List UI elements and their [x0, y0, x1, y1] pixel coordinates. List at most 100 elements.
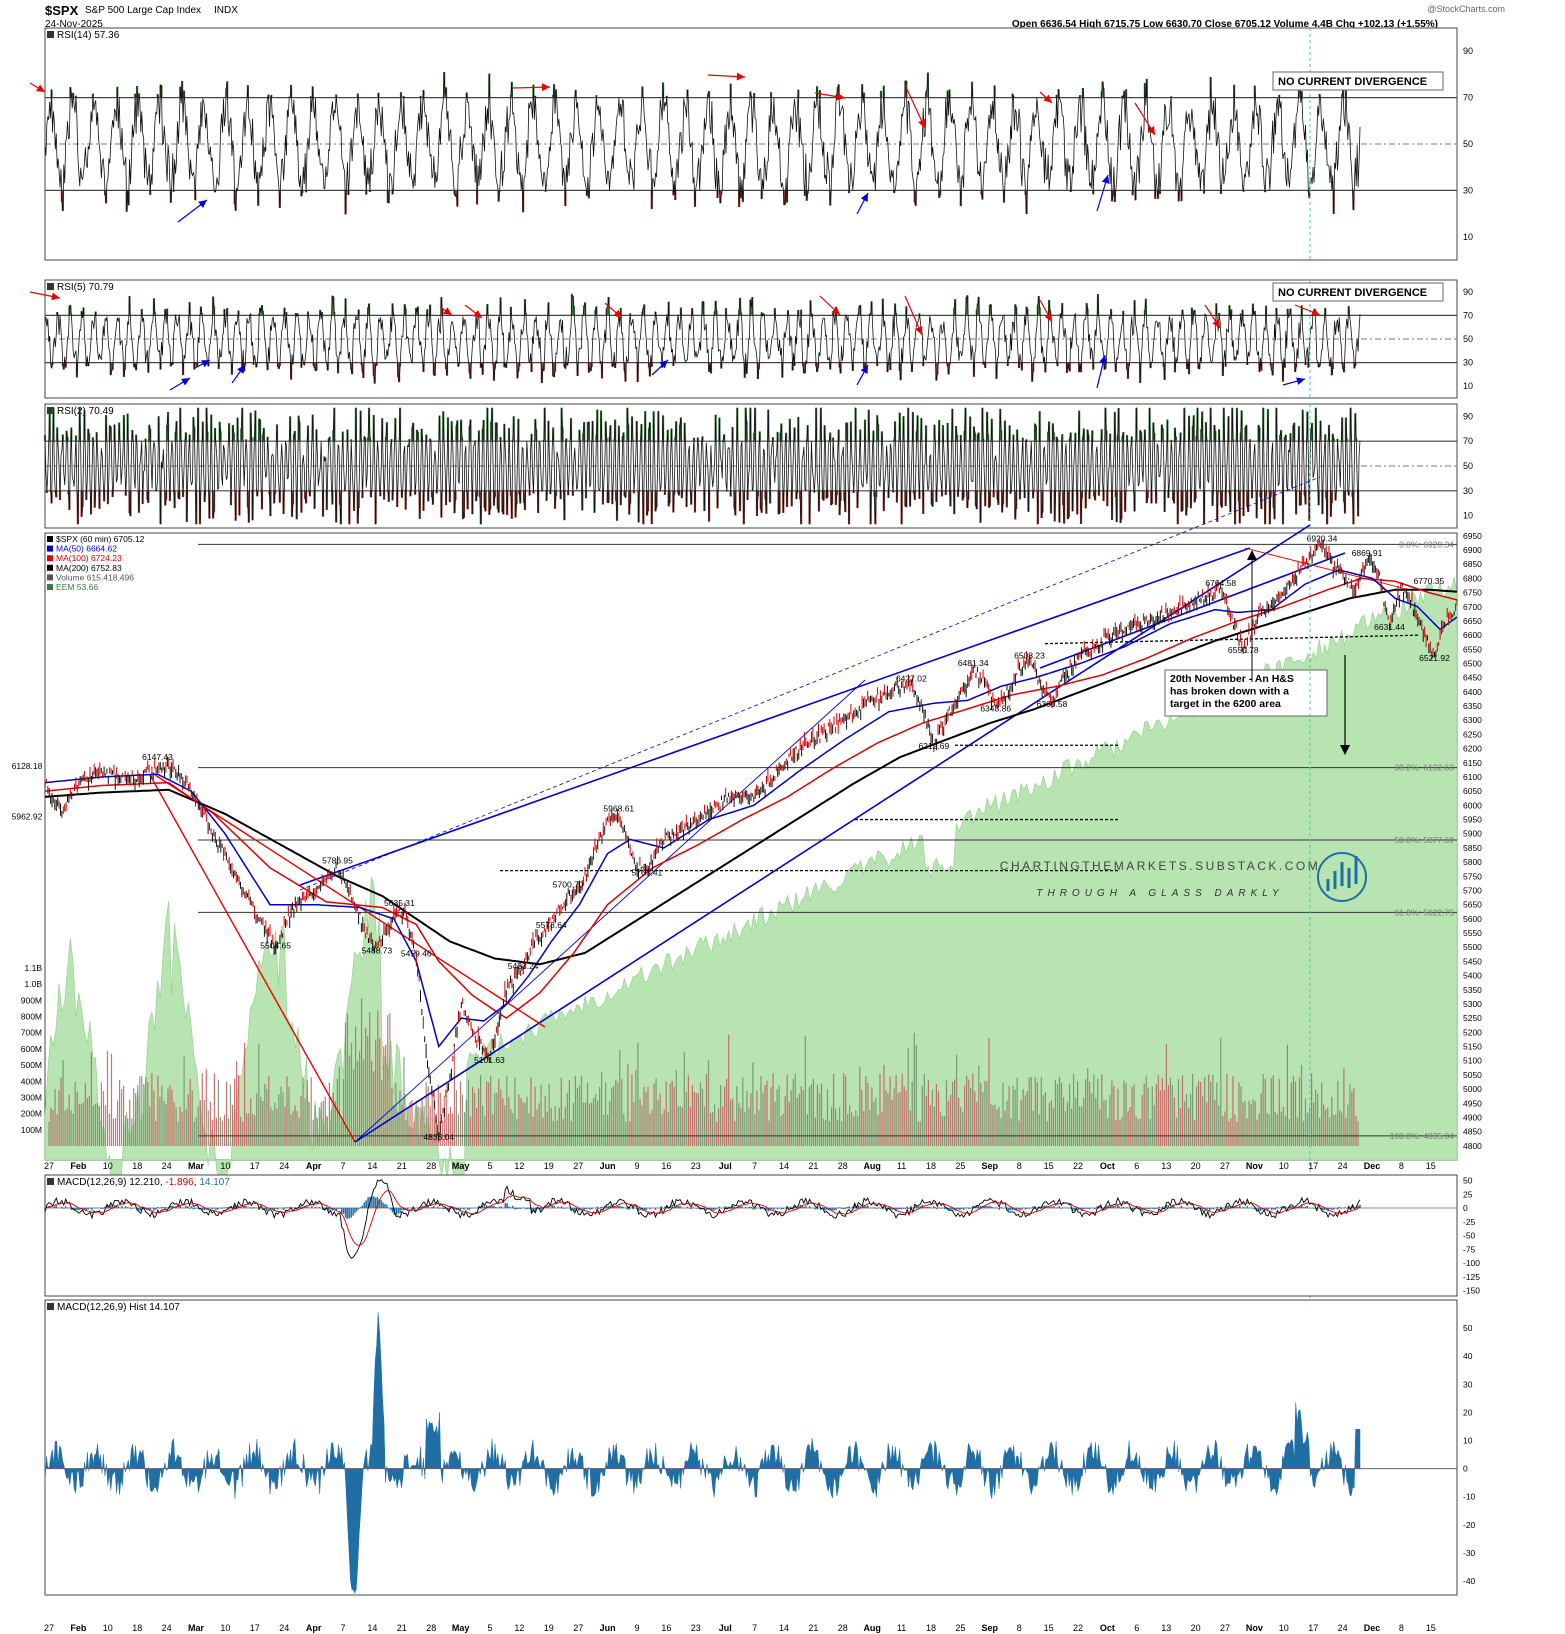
- y-tick-label: -30: [1463, 1548, 1476, 1558]
- panel-title: RSI(2) 70.49: [57, 406, 114, 417]
- legend-swatch: [47, 407, 54, 414]
- panel-title: RSI(5) 70.79: [57, 282, 114, 293]
- price-tick-label: 6150: [1463, 758, 1482, 768]
- price-tick-label: 6350: [1463, 701, 1482, 711]
- y-tick-label: 10: [1463, 232, 1473, 242]
- price-label: 4835.04: [423, 1132, 454, 1142]
- price-tick-label: 5600: [1463, 914, 1482, 924]
- hs-annotation-text: 20th November - An H&S: [1170, 673, 1294, 685]
- watermark: @StockCharts.com: [1427, 4, 1505, 14]
- price-tick-label: 5800: [1463, 857, 1482, 867]
- trendline: [1039, 552, 1346, 669]
- brand-tagline: THROUGH A GLASS DARKLY: [1036, 888, 1283, 899]
- price-tick-label: 6450: [1463, 673, 1482, 683]
- divergence-arrowhead: [237, 365, 245, 374]
- x-tick-label: 28: [838, 1623, 848, 1633]
- ma200-line: [44, 588, 1458, 966]
- price-tick-label: 5300: [1463, 999, 1482, 1009]
- x-tick-label: 10: [1279, 1161, 1289, 1171]
- price-tick-label: 6850: [1463, 559, 1482, 569]
- legend-entry: EEM 53.66: [56, 582, 98, 592]
- divergence-arrowhead: [613, 309, 622, 318]
- trendline: [149, 774, 356, 1143]
- price-tick-label: 6400: [1463, 687, 1482, 697]
- legend-entry: MA(100) 6724.23: [56, 553, 122, 563]
- price-tick-label: 5150: [1463, 1042, 1482, 1052]
- y-tick-label: 10: [1463, 1435, 1473, 1445]
- x-tick-label: 23: [691, 1623, 701, 1633]
- y-tick-label: -125: [1463, 1272, 1480, 1282]
- volume-bars-up: [48, 1013, 1359, 1146]
- y-tick-label: 0: [1463, 1203, 1468, 1213]
- divergence-arrowhead: [736, 72, 745, 81]
- x-tick-label: 22: [1073, 1161, 1083, 1171]
- x-tick-label: Aug: [863, 1623, 881, 1633]
- divergence-arrowhead: [181, 378, 190, 386]
- x-tick-label: 17: [1308, 1161, 1318, 1171]
- volume-tick-label: 900M: [21, 995, 42, 1005]
- divergence-arrowhead: [1311, 308, 1320, 316]
- price-tick-label: 5050: [1463, 1070, 1482, 1080]
- price-label: 6631.44: [1374, 622, 1405, 632]
- x-tick-label: 28: [838, 1161, 848, 1171]
- legend-swatch: [47, 1178, 54, 1185]
- price-tick-label: 5550: [1463, 928, 1482, 938]
- x-tick-label: 10: [220, 1623, 230, 1633]
- volume-tick-label: 1.0B: [25, 979, 43, 989]
- y-tick-label: 25: [1463, 1189, 1473, 1199]
- y-tick-label: 0: [1463, 1464, 1468, 1474]
- macd-hist-value: 14.107: [199, 1177, 230, 1188]
- y-tick-label: 90: [1463, 46, 1473, 56]
- macd-line: [44, 1178, 1361, 1259]
- y-tick-label: 90: [1463, 287, 1473, 297]
- price-label: 5786.95: [322, 856, 353, 866]
- y-tick-label: -75: [1463, 1244, 1476, 1254]
- divergence-arrowhead: [831, 306, 840, 315]
- ohlc-readout: Open 6636.54 High 6715.75 Low 6630.70 Cl…: [1012, 19, 1438, 30]
- price-label: 6869.91: [1352, 548, 1383, 558]
- divergence-arrowhead: [443, 307, 452, 315]
- brand-logo-icon: [1317, 852, 1367, 902]
- price-label: 6481.34: [958, 658, 989, 668]
- price-label: 5635.31: [384, 898, 415, 908]
- price-label: 6343.86: [980, 704, 1011, 714]
- price-label: 5700.70: [553, 880, 584, 890]
- x-tick-label: 27: [1220, 1161, 1230, 1171]
- signal-line: [44, 1190, 1361, 1246]
- panel-title: MACD(12,26,9) 12.210, -1.896, 14.107: [57, 1177, 230, 1188]
- divergence-arrowhead: [201, 360, 210, 368]
- x-tick-label: Dec: [1364, 1623, 1381, 1633]
- x-tick-label: Dec: [1364, 1161, 1381, 1171]
- volume-bars-down: [50, 998, 1357, 1146]
- x-tick-label: 28: [426, 1623, 436, 1633]
- price-label: 6147.43: [142, 752, 173, 762]
- price-label: 5459.46: [401, 948, 432, 958]
- y-tick-label: -10: [1463, 1492, 1476, 1502]
- exchange-label: INDX: [214, 5, 238, 16]
- price-tick-label: 5750: [1463, 871, 1482, 881]
- x-tick-label: 14: [779, 1161, 789, 1171]
- target-arrowhead: [1340, 745, 1350, 755]
- divergence-arrowhead: [860, 365, 868, 374]
- price-tick-label: 5650: [1463, 900, 1482, 910]
- legend-entry: $SPX (60 min) 6705.12: [56, 534, 145, 544]
- hist-panel-frame: [44, 1299, 1458, 1596]
- trendline: [354, 679, 866, 1143]
- fib-level-label: 100.0%: 4835.04: [1390, 1131, 1455, 1141]
- volume-tick-label: 700M: [21, 1028, 42, 1038]
- divergence-arrowhead: [541, 83, 550, 92]
- x-tick-label: 27: [573, 1623, 583, 1633]
- x-tick-label: 27: [573, 1161, 583, 1171]
- rsi-line: [44, 292, 1361, 384]
- x-tick-label: 14: [779, 1623, 789, 1633]
- x-tick-label: Jun: [600, 1161, 616, 1171]
- y-tick-label: 10: [1463, 381, 1473, 391]
- x-tick-label: 16: [661, 1161, 671, 1171]
- x-tick-label: 18: [926, 1623, 936, 1633]
- divergence-arrowhead: [659, 360, 668, 369]
- price-tick-label: 5200: [1463, 1027, 1482, 1037]
- hs-annotation-text: target in the 6200 area: [1170, 698, 1281, 710]
- x-tick-label: 22: [1073, 1623, 1083, 1633]
- x-tick-label: 11: [897, 1623, 906, 1633]
